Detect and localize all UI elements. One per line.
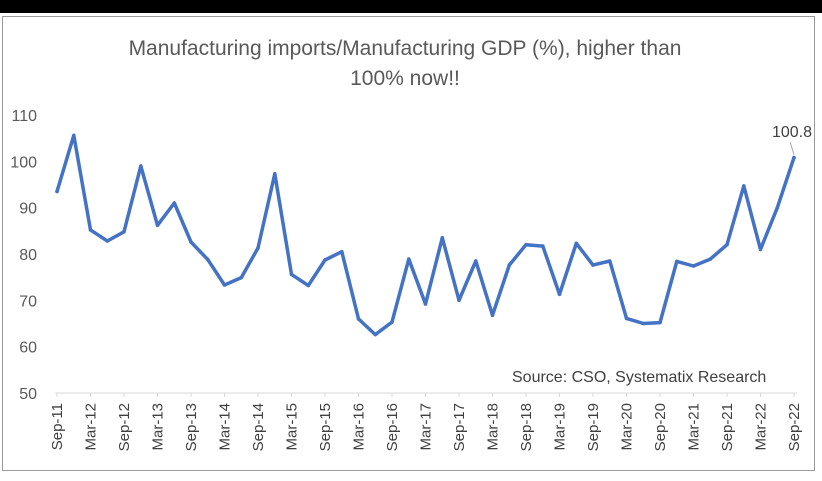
data-point xyxy=(557,292,562,297)
x-tick-label: Sep-15 xyxy=(317,403,334,451)
data-point xyxy=(423,302,428,306)
x-tick-label: Mar-18 xyxy=(485,403,502,451)
data-point xyxy=(658,320,662,325)
y-tick-label: 80 xyxy=(19,247,37,264)
chart-title: Manufacturing imports/Manufacturing GDP … xyxy=(60,34,750,94)
x-tick-label: Sep-14 xyxy=(250,403,267,451)
data-point xyxy=(624,316,629,321)
data-point xyxy=(306,283,311,288)
data-point xyxy=(457,298,461,303)
x-axis: Sep-11 Mar-12 Sep-12 Mar-13 Sep-13 Mar-14 Sep-… xyxy=(49,393,803,451)
chart-title-line1: Manufacturing imports/Manufacturing GDP … xyxy=(128,37,682,60)
data-point xyxy=(792,155,796,160)
data-point xyxy=(189,240,193,244)
data-point xyxy=(758,247,763,252)
x-tick-label: Mar-13 xyxy=(150,403,167,451)
x-tick-label: Sep-12 xyxy=(116,403,133,451)
data-point xyxy=(390,320,394,324)
data-point xyxy=(55,189,59,194)
x-tick-label: Mar-19 xyxy=(552,403,569,451)
x-tick-label: Sep-18 xyxy=(518,403,535,451)
chart-frame xyxy=(2,16,815,471)
data-point xyxy=(105,239,110,243)
data-point xyxy=(72,133,76,138)
y-tick-label: 110 xyxy=(11,108,37,125)
x-tick-label: Sep-13 xyxy=(183,403,200,451)
data-point xyxy=(323,258,327,262)
x-tick-label: Sep-20 xyxy=(652,403,669,451)
data-point xyxy=(172,201,177,205)
data-point xyxy=(122,230,126,234)
chart-title-line2: 100% now!! xyxy=(350,67,460,90)
data-point xyxy=(775,205,780,210)
x-tick-label: Sep-17 xyxy=(451,403,468,451)
data-point xyxy=(675,259,679,264)
y-tick-label: 50 xyxy=(19,386,37,403)
data-point xyxy=(691,264,696,268)
x-tick-label: Sep-11 xyxy=(49,403,66,450)
x-tick-label: Sep-21 xyxy=(719,403,736,451)
data-points xyxy=(55,133,796,337)
top-border-bar xyxy=(0,0,822,13)
y-axis: 50 60 70 80 90 100 110 xyxy=(10,108,37,403)
data-point xyxy=(708,257,713,261)
y-tick-label: 70 xyxy=(19,293,37,310)
data-point xyxy=(239,275,244,280)
x-tick-label: Mar-17 xyxy=(418,403,435,451)
x-tick-label: Mar-20 xyxy=(619,403,636,451)
x-tick-label: Mar-22 xyxy=(753,403,770,451)
source-note: Source: CSO, Systematix Research xyxy=(512,369,766,386)
x-tick-label: Mar-14 xyxy=(217,403,234,451)
x-tick-label: Sep-22 xyxy=(786,403,803,451)
data-point xyxy=(356,317,361,321)
x-tick-label: Mar-16 xyxy=(351,403,368,451)
x-tick-label: Sep-16 xyxy=(384,403,401,451)
data-point xyxy=(742,184,746,188)
data-point xyxy=(289,272,294,277)
data-point xyxy=(273,172,277,176)
data-point xyxy=(373,332,378,337)
x-tick-label: Mar-15 xyxy=(284,403,301,451)
x-tick-label: Mar-21 xyxy=(686,403,703,451)
data-point xyxy=(641,321,646,326)
last-value-label: 100.8 xyxy=(772,124,812,141)
last-value-callout-line xyxy=(789,141,795,155)
data-point xyxy=(407,257,411,261)
data-point xyxy=(524,242,528,247)
data-point xyxy=(541,244,545,248)
data-point xyxy=(256,246,260,250)
data-point xyxy=(574,241,579,246)
x-tick-label: Mar-12 xyxy=(83,403,100,451)
y-tick-label: 90 xyxy=(19,201,37,218)
data-point xyxy=(340,249,344,254)
data-point xyxy=(222,283,227,287)
data-point xyxy=(88,228,93,232)
x-tick-label: Sep-19 xyxy=(585,403,602,451)
y-tick-label: 60 xyxy=(19,340,37,357)
data-point xyxy=(608,259,612,263)
data-point xyxy=(507,263,512,267)
data-point xyxy=(591,263,595,267)
data-point xyxy=(155,223,160,228)
data-point xyxy=(474,259,478,263)
y-tick-label: 100 xyxy=(10,154,37,171)
data-point xyxy=(440,236,445,240)
data-point xyxy=(139,164,143,168)
data-point xyxy=(725,242,729,247)
data-point xyxy=(206,257,210,262)
data-point xyxy=(490,313,495,318)
